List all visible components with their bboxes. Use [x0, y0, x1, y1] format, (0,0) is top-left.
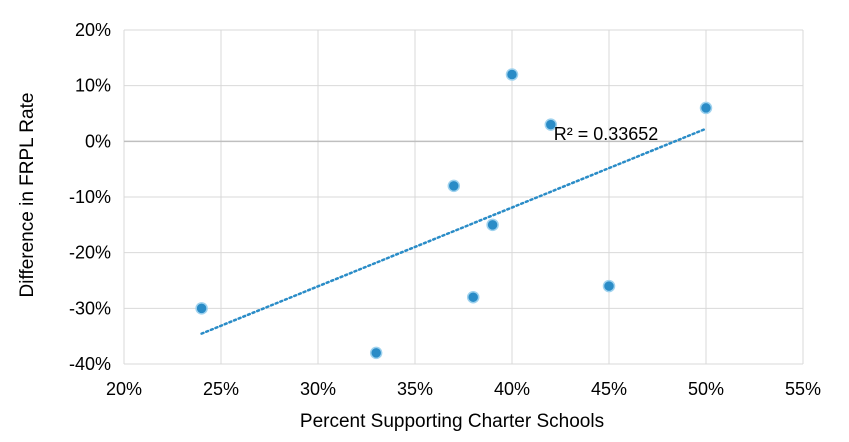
x-tick-labels: 20% 25% 30% 35% 40% 45% 50% 55%: [106, 379, 821, 399]
x-tick-label: 25%: [203, 379, 239, 399]
r-squared-label: R² = 0.33652: [554, 124, 659, 144]
data-point: [505, 68, 519, 81]
data-point: [602, 279, 616, 293]
y-tick-label: -30%: [69, 298, 111, 318]
data-point: [699, 101, 713, 115]
data-points: [195, 68, 713, 360]
x-tick-label: 45%: [591, 379, 627, 399]
y-tick-labels: -40% -30% -20% -10% 0% 10% 20%: [69, 20, 111, 374]
grid-lines: [123, 29, 804, 365]
x-tick-label: 20%: [106, 379, 142, 399]
x-tick-label: 40%: [494, 379, 530, 399]
data-point: [195, 302, 208, 315]
x-tick-label: 35%: [397, 379, 433, 399]
data-point: [369, 346, 383, 360]
y-tick-label: 0%: [85, 131, 111, 151]
x-tick-label: 55%: [785, 379, 821, 399]
trendline-layer: [200, 127, 708, 335]
y-tick-label: 10%: [75, 76, 111, 96]
data-point: [544, 118, 558, 131]
x-tick-label: 30%: [300, 379, 336, 399]
y-tick-label: -20%: [69, 243, 111, 263]
y-tick-label: -10%: [69, 187, 111, 207]
data-point: [447, 179, 461, 193]
trendline: [200, 127, 708, 335]
y-tick-label: 20%: [75, 20, 111, 40]
y-tick-label: -40%: [69, 354, 111, 374]
x-tick-label: 50%: [688, 379, 724, 399]
x-axis-label: Percent Supporting Charter Schools: [300, 411, 604, 432]
data-point: [486, 218, 499, 232]
data-point: [466, 290, 480, 304]
y-axis-label: Difference in FRPL Rate: [17, 93, 38, 298]
